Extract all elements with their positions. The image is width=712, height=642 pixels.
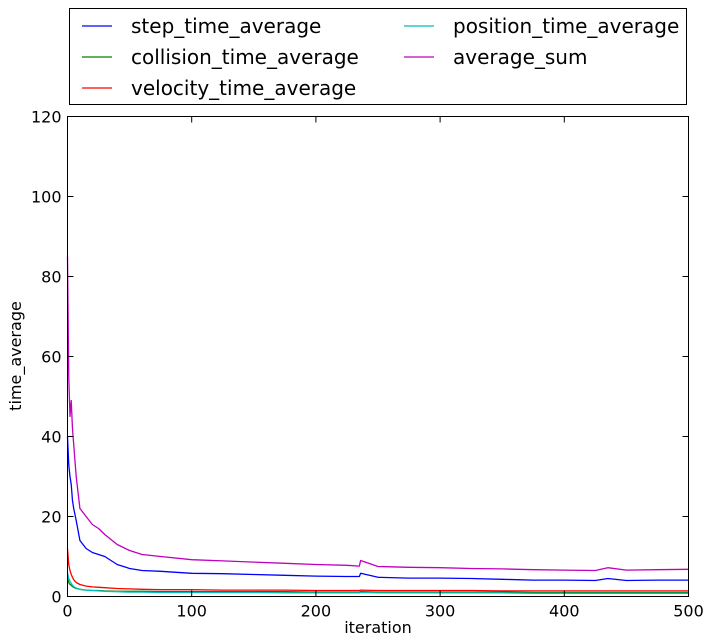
series-line-position-time-average <box>66 572 689 594</box>
x-tick-label: 200 <box>301 602 332 621</box>
legend-item-position-time-average: position_time_average <box>404 14 679 38</box>
legend-item-velocity-time-average: velocity_time_average <box>82 76 356 100</box>
x-axis-label: iteration <box>344 618 412 637</box>
y-tick-label: 20 <box>41 508 61 527</box>
legend-box <box>69 8 687 105</box>
legend-item-average-sum: average_sum <box>404 45 587 69</box>
x-tick-label: 400 <box>549 602 580 621</box>
series-line-velocity-time-average <box>66 548 689 592</box>
y-axis-label: time_average <box>6 301 26 411</box>
y-tick-label: 60 <box>41 348 61 367</box>
legend-label: collision_time_average <box>131 45 359 69</box>
x-axis-ticks: 0 100 200 300 400 500 <box>62 116 704 621</box>
x-tick-label: 300 <box>425 602 456 621</box>
legend-item-collision-time-average: collision_time_average <box>82 45 359 69</box>
legend-label: average_sum <box>453 45 587 69</box>
plot-area <box>67 116 689 597</box>
y-tick-label: 120 <box>31 108 62 127</box>
legend: step_time_average collision_time_averagev… <box>82 14 679 100</box>
legend-item-step-time-average: step_time_average <box>82 14 321 38</box>
y-tick-label: 80 <box>41 268 61 287</box>
legend-label: velocity_time_average <box>131 76 356 100</box>
series-line-step-time-average <box>66 436 689 582</box>
y-axis-ticks: 0 20 40 60 80 100 120 <box>31 108 689 607</box>
x-tick-label: 500 <box>673 602 704 621</box>
y-tick-label: 100 <box>31 188 62 207</box>
legend-label: position_time_average <box>453 14 679 38</box>
series-line-average-sum <box>66 256 689 572</box>
legend-label: step_time_average <box>131 14 321 38</box>
x-tick-label: 100 <box>176 602 207 621</box>
series-lines <box>66 256 689 594</box>
x-tick-label: 0 <box>62 602 72 621</box>
y-tick-label: 0 <box>51 588 61 607</box>
y-tick-label: 40 <box>41 428 61 447</box>
